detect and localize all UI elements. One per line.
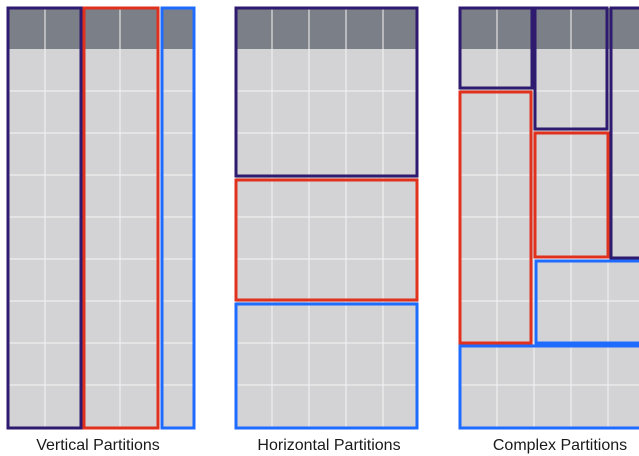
table-header xyxy=(236,8,418,49)
partition-navy-top-left xyxy=(458,6,534,90)
vertical-partitions-caption: Vertical Partitions xyxy=(36,437,160,454)
vertical-partitions-table xyxy=(6,6,196,430)
table-header xyxy=(8,8,195,49)
complex-partitions-table xyxy=(458,6,639,430)
partition-navy-vertical xyxy=(6,6,83,430)
table-body xyxy=(236,8,418,428)
partition-navy-top-right xyxy=(609,6,639,260)
partition-red-vertical xyxy=(82,6,160,430)
partition-blue-vertical xyxy=(160,6,196,430)
partition-red-horizontal xyxy=(234,178,419,302)
complex-partitions-caption: Complex Partitions xyxy=(492,437,628,454)
partition-blue-horizontal xyxy=(234,302,419,430)
partition-red-left xyxy=(458,90,533,345)
partition-navy-top-middle xyxy=(533,6,609,131)
partition-navy-horizontal xyxy=(234,6,419,178)
table-body xyxy=(8,8,195,428)
partition-blue-bottom xyxy=(458,344,639,430)
partition-red-middle xyxy=(533,131,610,259)
partition-blue-middle-right xyxy=(534,259,639,345)
horizontal-partitions-caption: Horizontal Partitions xyxy=(257,437,401,454)
table-header xyxy=(460,8,639,49)
horizontal-partitions-table xyxy=(234,6,419,430)
